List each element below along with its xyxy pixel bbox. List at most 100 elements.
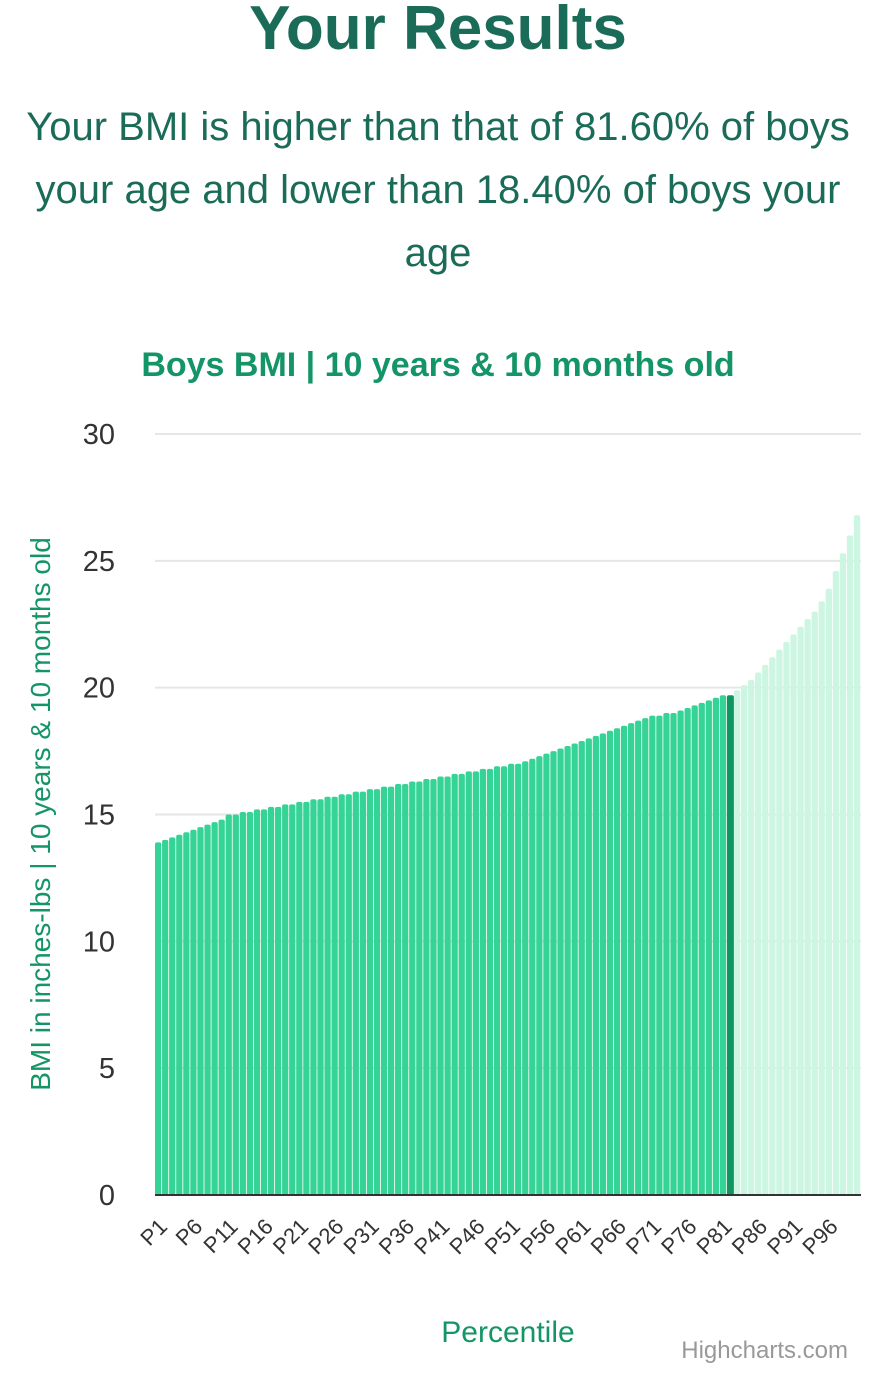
bar-p12[interactable] bbox=[232, 814, 239, 1196]
bar-p51[interactable] bbox=[508, 763, 515, 1195]
bar-p96[interactable] bbox=[825, 588, 832, 1195]
bar-p8[interactable] bbox=[204, 824, 211, 1195]
bar-p36[interactable] bbox=[402, 784, 409, 1195]
bar-p37[interactable] bbox=[409, 781, 416, 1195]
bar-p75[interactable] bbox=[677, 710, 684, 1196]
bar-p18[interactable] bbox=[275, 806, 282, 1195]
bar-p4[interactable] bbox=[176, 834, 183, 1195]
bar-p61[interactable] bbox=[578, 740, 585, 1195]
bar-p72[interactable] bbox=[656, 715, 663, 1195]
bar-p69[interactable] bbox=[635, 720, 642, 1195]
bar-p98[interactable] bbox=[839, 553, 847, 1195]
bar-p33[interactable] bbox=[380, 786, 388, 1195]
bar-p2[interactable] bbox=[162, 839, 169, 1195]
bar-p44[interactable] bbox=[458, 773, 465, 1195]
bar-p53[interactable] bbox=[522, 761, 529, 1195]
bar-p41[interactable] bbox=[437, 776, 444, 1195]
bar-p26[interactable] bbox=[331, 796, 338, 1195]
bar-p23[interactable] bbox=[310, 799, 317, 1195]
bar-p50[interactable] bbox=[500, 766, 508, 1195]
bar-p97[interactable] bbox=[832, 570, 840, 1195]
bar-p99[interactable] bbox=[846, 535, 854, 1195]
bar-p22[interactable] bbox=[303, 801, 310, 1195]
bar-p92[interactable] bbox=[797, 626, 804, 1195]
bar-p70[interactable] bbox=[642, 718, 649, 1195]
bar-p16[interactable] bbox=[260, 809, 268, 1195]
bar-p6[interactable] bbox=[190, 829, 197, 1195]
bar-p76[interactable] bbox=[684, 707, 691, 1195]
bar-p32[interactable] bbox=[373, 789, 381, 1195]
bar-p82[interactable] bbox=[726, 695, 734, 1195]
bar-p9[interactable] bbox=[211, 822, 218, 1195]
bar-p78[interactable] bbox=[698, 702, 705, 1195]
bar-p86[interactable] bbox=[755, 672, 762, 1195]
bar-p87[interactable] bbox=[762, 664, 769, 1195]
highcharts-credits-link[interactable]: Highcharts.com bbox=[681, 1337, 848, 1364]
bar-p34[interactable] bbox=[387, 786, 395, 1195]
bar-p79[interactable] bbox=[705, 700, 712, 1195]
bar-p38[interactable] bbox=[416, 781, 423, 1195]
bar-p30[interactable] bbox=[359, 791, 366, 1195]
bar-p68[interactable] bbox=[628, 723, 635, 1195]
bar-p56[interactable] bbox=[543, 753, 550, 1195]
bar-p25[interactable] bbox=[324, 796, 331, 1195]
bar-p94[interactable] bbox=[811, 611, 818, 1195]
bar-p88[interactable] bbox=[769, 657, 776, 1195]
bar-p84[interactable] bbox=[740, 685, 748, 1195]
bar-p74[interactable] bbox=[670, 713, 677, 1195]
bar-p62[interactable] bbox=[585, 738, 592, 1195]
bar-p59[interactable] bbox=[564, 746, 571, 1195]
bar-p49[interactable] bbox=[493, 766, 501, 1195]
bar-p65[interactable] bbox=[606, 730, 614, 1195]
bar-p43[interactable] bbox=[451, 773, 458, 1195]
bar-p80[interactable] bbox=[712, 697, 719, 1195]
bar-p89[interactable] bbox=[776, 649, 783, 1195]
bar-p73[interactable] bbox=[663, 713, 670, 1195]
bar-p27[interactable] bbox=[338, 794, 345, 1195]
bar-p81[interactable] bbox=[719, 695, 727, 1195]
bar-p7[interactable] bbox=[197, 827, 204, 1195]
bar-p10[interactable] bbox=[218, 819, 225, 1195]
bar-p35[interactable] bbox=[395, 784, 402, 1195]
bar-p100[interactable] bbox=[853, 515, 861, 1195]
bar-p5[interactable] bbox=[183, 832, 190, 1195]
bar-p45[interactable] bbox=[465, 771, 472, 1195]
bar-p46[interactable] bbox=[472, 771, 479, 1195]
bar-p66[interactable] bbox=[613, 728, 621, 1195]
bar-p31[interactable] bbox=[366, 789, 374, 1195]
bar-p28[interactable] bbox=[345, 794, 352, 1195]
bar-p20[interactable] bbox=[289, 804, 296, 1195]
bar-p55[interactable] bbox=[536, 756, 543, 1195]
bar-p19[interactable] bbox=[282, 804, 289, 1195]
bar-p52[interactable] bbox=[515, 763, 522, 1195]
bar-p85[interactable] bbox=[748, 680, 755, 1195]
bar-p57[interactable] bbox=[550, 751, 557, 1195]
bar-p95[interactable] bbox=[818, 601, 825, 1195]
bar-p54[interactable] bbox=[529, 758, 536, 1195]
bar-p71[interactable] bbox=[649, 715, 656, 1195]
bar-p15[interactable] bbox=[253, 809, 261, 1195]
bar-p14[interactable] bbox=[246, 811, 254, 1195]
bar-p13[interactable] bbox=[239, 811, 246, 1195]
bar-p39[interactable] bbox=[423, 778, 430, 1195]
bar-p3[interactable] bbox=[169, 837, 176, 1195]
bar-p24[interactable] bbox=[317, 799, 324, 1195]
bar-p91[interactable] bbox=[790, 634, 797, 1195]
bar-p77[interactable] bbox=[691, 705, 698, 1195]
bar-p40[interactable] bbox=[430, 778, 437, 1195]
bar-p29[interactable] bbox=[352, 791, 359, 1195]
bar-p42[interactable] bbox=[444, 776, 451, 1195]
bar-p83[interactable] bbox=[733, 690, 741, 1195]
bar-p17[interactable] bbox=[267, 806, 275, 1195]
bar-p11[interactable] bbox=[225, 814, 232, 1196]
bar-p90[interactable] bbox=[783, 642, 790, 1195]
bar-p1[interactable] bbox=[155, 842, 162, 1195]
bar-p93[interactable] bbox=[804, 619, 811, 1195]
bar-p58[interactable] bbox=[557, 748, 564, 1195]
bar-p64[interactable] bbox=[599, 733, 607, 1195]
bar-p60[interactable] bbox=[571, 743, 578, 1195]
bar-p67[interactable] bbox=[620, 725, 628, 1195]
bar-p63[interactable] bbox=[592, 735, 599, 1195]
bar-p48[interactable] bbox=[486, 768, 494, 1195]
bar-p47[interactable] bbox=[479, 768, 487, 1195]
